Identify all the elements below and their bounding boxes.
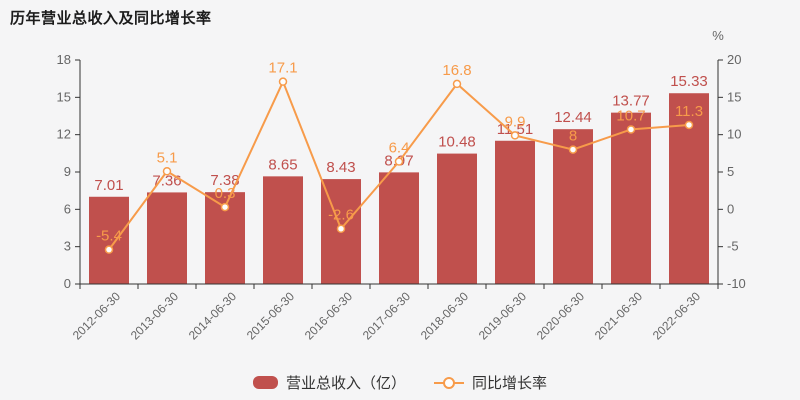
growth-point-2021-06-30[interactable] [626, 125, 636, 134]
chart-plot: 7.017.367.388.658.438.9710.4811.5112.441… [57, 28, 746, 343]
growth-value-label: 9.9 [505, 113, 526, 130]
left-axis-tick-label: 3 [64, 239, 71, 254]
bar-series-swatch-icon [252, 376, 278, 389]
bar-2018-06-30[interactable] [437, 153, 477, 284]
growth-point-2016-06-30[interactable] [336, 224, 346, 233]
bar-2020-06-30[interactable] [553, 129, 593, 284]
growth-value-label: 5.1 [157, 149, 178, 166]
legend-label-growth: 同比增长率 [472, 375, 548, 392]
x-axis-category-label: 2020-06-30 [534, 289, 588, 343]
x-axis-category-label: 2017-06-30 [360, 289, 414, 343]
growth-point-2019-06-30[interactable] [510, 131, 520, 140]
right-axis-tick-label: 15 [727, 89, 741, 104]
bar-value-label: 7.01 [94, 177, 123, 194]
right-axis-tick-label: -10 [727, 276, 746, 291]
bar-value-label: 10.48 [438, 134, 476, 151]
bar-2017-06-30[interactable] [379, 172, 419, 284]
left-axis-tick-label: 6 [64, 201, 71, 216]
right-axis-unit-label: % [712, 28, 724, 43]
x-axis-category-label: 2014-06-30 [186, 289, 240, 343]
growth-value-label: 16.8 [442, 62, 471, 79]
bar-2019-06-30[interactable] [495, 140, 535, 284]
growth-value-label: 8 [569, 128, 577, 145]
bar-2012-06-30[interactable] [89, 196, 129, 284]
bar-value-label: 7.38 [210, 172, 239, 189]
right-axis-tick-label: 10 [727, 127, 741, 142]
legend-label-revenue: 营业总收入（亿） [285, 375, 406, 392]
growth-point-2012-06-30[interactable] [104, 245, 114, 254]
bar-2021-06-30[interactable] [611, 112, 651, 284]
chart-title: 历年营业总收入及同比增长率 [10, 10, 212, 27]
left-axis-tick-label: 15 [57, 89, 71, 104]
growth-value-label: -5.4 [96, 228, 122, 245]
left-axis-tick-label: 9 [64, 164, 71, 179]
growth-point-2014-06-30[interactable] [220, 202, 230, 212]
growth-value-label: 17.1 [268, 60, 297, 77]
line-marker-ring [443, 376, 455, 389]
right-axis-tick-label: 0 [727, 201, 734, 216]
growth-value-label: 0.3 [215, 185, 236, 202]
legend: 营业总收入（亿） 同比增长率 [0, 372, 800, 393]
growth-point-2018-06-30[interactable] [452, 79, 462, 89]
bar-value-label: 8.43 [326, 159, 355, 176]
bar-value-label: 15.33 [670, 73, 708, 90]
x-axis-category-label: 2022-06-30 [650, 289, 704, 343]
growth-point-2020-06-30[interactable] [568, 145, 578, 154]
bar-value-label: 12.44 [554, 109, 592, 126]
left-axis-tick-label: 18 [57, 52, 71, 67]
x-axis-category-label: 2012-06-30 [70, 289, 124, 343]
x-axis-category-label: 2016-06-30 [302, 289, 356, 343]
line-series-marker-icon [434, 376, 464, 389]
right-axis-tick-label: 5 [727, 164, 734, 179]
bar-value-label: 13.77 [612, 93, 650, 110]
growth-value-label: -2.6 [328, 207, 354, 224]
growth-value-label: 6.4 [389, 140, 410, 157]
bar-value-label: 8.65 [268, 156, 297, 173]
legend-item-revenue[interactable]: 营业总收入（亿） [252, 372, 406, 393]
left-axis-tick-label: 0 [64, 276, 71, 291]
x-axis-category-label: 2019-06-30 [476, 289, 530, 343]
x-axis-category-label: 2015-06-30 [244, 289, 298, 343]
right-axis-tick-label: -5 [727, 239, 739, 254]
growth-point-2015-06-30[interactable] [278, 77, 288, 86]
growth-point-2017-06-30[interactable] [394, 157, 404, 166]
left-axis-tick-label: 12 [57, 127, 71, 142]
growth-point-2022-06-30[interactable] [684, 120, 694, 130]
growth-value-label: 10.7 [616, 107, 645, 124]
legend-item-growth[interactable]: 同比增长率 [434, 372, 547, 393]
growth-value-label: 11.3 [675, 103, 703, 120]
x-axis-category-label: 2021-06-30 [592, 289, 646, 343]
x-axis-category-label: 2018-06-30 [418, 289, 472, 343]
x-axis-category-label: 2013-06-30 [128, 289, 182, 343]
bar-value-label: 11.51 [497, 121, 533, 138]
right-axis-tick-label: 20 [727, 52, 741, 67]
bar-2013-06-30[interactable] [147, 192, 187, 284]
bar-2015-06-30[interactable] [263, 176, 303, 284]
growth-point-2013-06-30[interactable] [162, 167, 172, 176]
